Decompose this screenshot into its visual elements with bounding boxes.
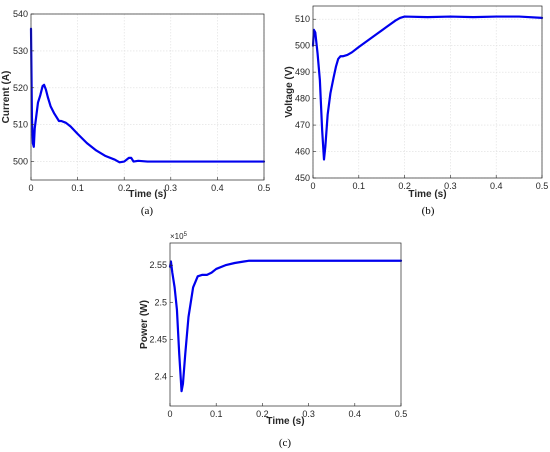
y-tick-label: 450 xyxy=(295,173,310,183)
x-tick-label: 0.2 xyxy=(118,183,131,193)
x-axis-label: Time (s) xyxy=(266,416,304,427)
x-tick-label: 0.5 xyxy=(536,181,549,191)
y-tick-label: 500 xyxy=(295,41,310,51)
x-tick-label: 0.3 xyxy=(444,181,457,191)
y-tick-label: 520 xyxy=(13,83,28,93)
x-tick-label: 0.4 xyxy=(490,181,503,191)
x-tick-label: 0.1 xyxy=(353,181,366,191)
chart-panel-a: 0 0.1 0.2 0.3 0.4 0.5 500 510 520 530 540 Time (s) C… xyxy=(1,9,270,217)
y-tick-label: 510 xyxy=(295,14,310,24)
chart-panel-b: 0 0.1 0.2 0.3 0.4 0.5 450 460 470 480 490 500 510 Tim… xyxy=(284,5,549,217)
plot-frame xyxy=(30,13,265,181)
x-tick-label: 0.2 xyxy=(398,181,411,191)
x-tick-label: 0 xyxy=(28,183,33,193)
chart-panel-c: 0 0.1 0.2 0.3 0.4 0.5 2.4 2.45 2.5 2.55 Time (s) Po… xyxy=(139,232,407,449)
y-tick-label: 460 xyxy=(295,147,310,157)
y-tick-label: 530 xyxy=(13,46,28,56)
y-tick-label: 480 xyxy=(295,94,310,104)
series-line xyxy=(311,15,544,161)
series-line xyxy=(29,27,266,164)
panel-caption: (b) xyxy=(422,205,435,217)
series-line xyxy=(168,259,403,393)
y-tick-label: 2.45 xyxy=(149,334,167,344)
y-tick-label: 540 xyxy=(13,9,28,19)
x-tick-label: 0.1 xyxy=(71,183,84,193)
x-axis-label: Time (s) xyxy=(408,189,446,200)
panel-caption: (c) xyxy=(279,437,292,449)
x-axis-label: Time (s) xyxy=(128,189,166,200)
y-axis-label: Voltage (V) xyxy=(284,66,295,117)
y-axis-exponent: ×105 xyxy=(170,232,188,241)
plot-frame xyxy=(312,5,543,179)
x-tick-label: 0.3 xyxy=(165,183,178,193)
x-tick-label: 0.5 xyxy=(395,409,408,419)
y-tick-label: 470 xyxy=(295,120,310,130)
y-tick-label: 500 xyxy=(13,157,28,167)
x-tick-label: 0.1 xyxy=(210,409,223,419)
x-tick-label: 0.3 xyxy=(302,409,315,419)
x-tick-label: 0.2 xyxy=(256,409,269,419)
y-axis-label: Current (A) xyxy=(1,71,12,124)
x-tick-label: 0 xyxy=(167,409,172,419)
y-tick-label: 490 xyxy=(295,67,310,77)
x-tick-label: 0.4 xyxy=(349,409,362,419)
plot-frame xyxy=(169,242,402,407)
y-tick-label: 2.5 xyxy=(154,297,167,307)
y-tick-label: 510 xyxy=(13,120,28,130)
x-tick-label: 0 xyxy=(310,181,315,191)
x-tick-label: 0.5 xyxy=(258,183,271,193)
y-axis-label: Power (W) xyxy=(139,300,150,349)
panel-caption: (a) xyxy=(141,205,154,217)
y-tick-label: 2.4 xyxy=(154,371,167,381)
y-tick-label: 2.55 xyxy=(149,260,167,270)
x-tick-label: 0.4 xyxy=(211,183,224,193)
